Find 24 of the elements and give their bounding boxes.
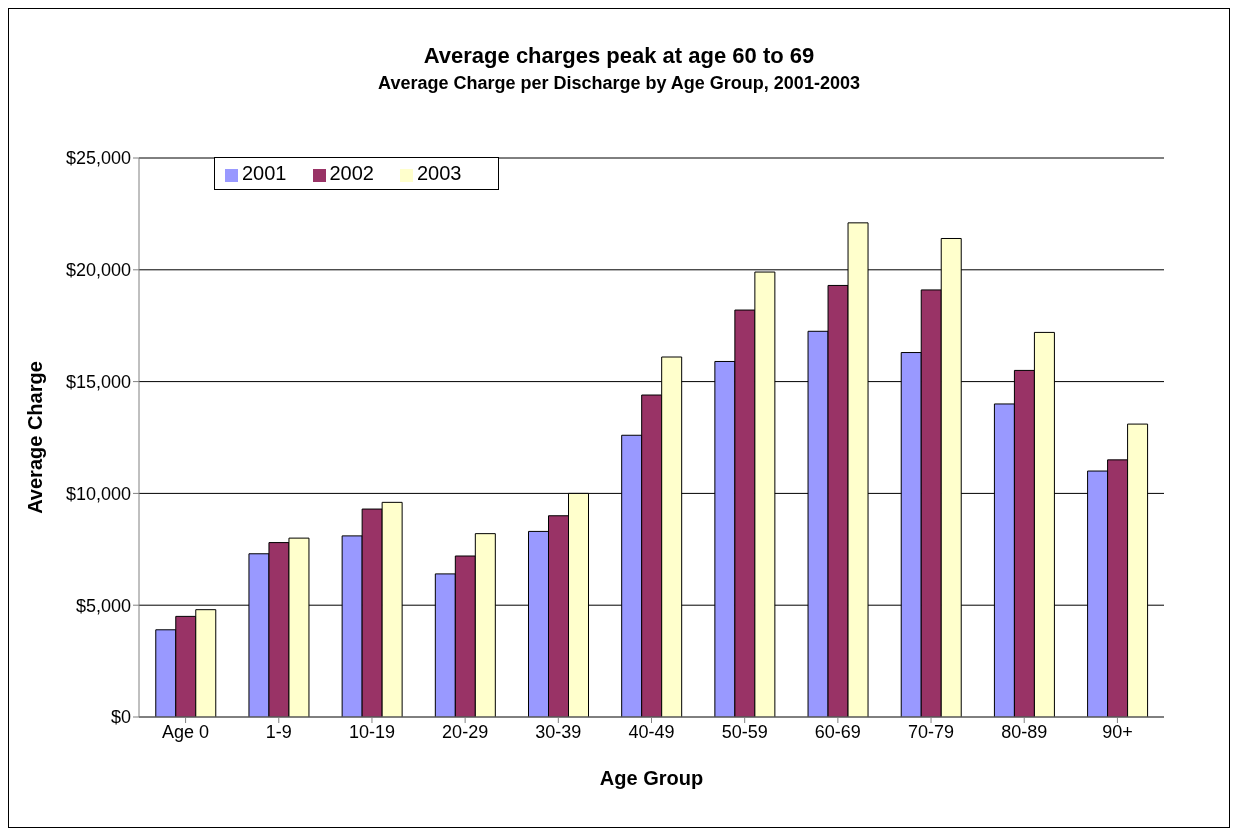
y-tick-label: $25,000 xyxy=(65,148,131,169)
x-tick-label: 20-29 xyxy=(442,721,489,742)
x-tick-label: 90+ xyxy=(1102,721,1133,742)
x-tick-label: Age 0 xyxy=(162,721,210,742)
legend-label: 2003 xyxy=(417,162,462,184)
y-tick-label: $0 xyxy=(110,707,131,728)
x-tick-label: 40-49 xyxy=(628,721,675,742)
x-tick-label: 10-19 xyxy=(348,721,395,742)
y-tick-label: $15,000 xyxy=(65,371,131,392)
legend-label: 2002 xyxy=(329,162,374,184)
legend-label: 2001 xyxy=(242,162,287,184)
x-axis-title: Age Group xyxy=(599,767,704,789)
y-axis-title: Average Charge xyxy=(24,361,47,514)
y-tick-label: $20,000 xyxy=(65,260,131,281)
x-tick-label: 30-39 xyxy=(535,721,582,742)
chart-subtitle: Average Charge per Discharge by Age Group, 2001-2003 xyxy=(377,73,861,94)
y-tick-label: $5,000 xyxy=(75,595,131,616)
x-tick-label: 80-89 xyxy=(1001,721,1048,742)
x-tick-label: 1-9 xyxy=(265,721,292,742)
y-tick-label: $10,000 xyxy=(65,483,131,504)
x-tick-label: 50-59 xyxy=(721,721,768,742)
chart-title: Average charges peak at age 60 to 69 xyxy=(422,43,816,69)
x-tick-label: 70-79 xyxy=(908,721,955,742)
x-tick-label: 60-69 xyxy=(814,721,861,742)
